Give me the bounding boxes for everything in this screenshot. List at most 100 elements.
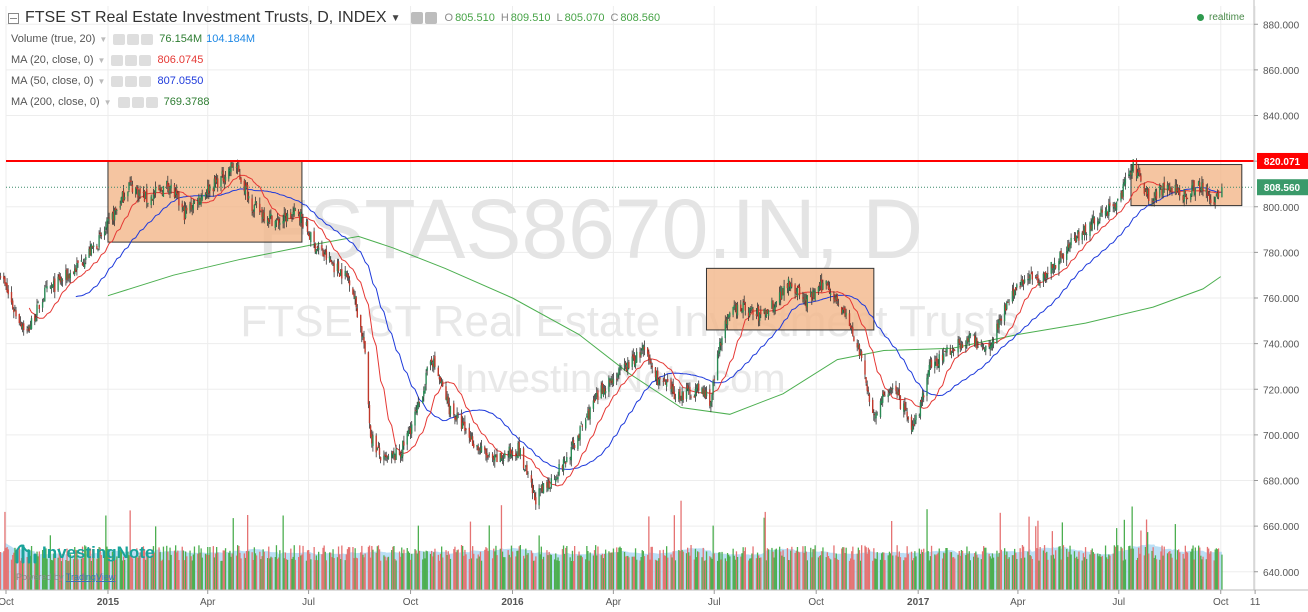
volume-bar bbox=[26, 557, 28, 590]
volume-bar bbox=[65, 560, 67, 590]
candle-body bbox=[972, 334, 975, 336]
volume-bar bbox=[14, 547, 16, 590]
volume-bar bbox=[244, 557, 247, 590]
volume-bar bbox=[473, 553, 475, 590]
volume-bar bbox=[845, 547, 847, 590]
settings-icon[interactable] bbox=[410, 12, 423, 24]
watermark: FSTAS8670.IN, D FTSE ST Real Estate Inve… bbox=[240, 182, 1019, 401]
volume-bar bbox=[37, 556, 39, 590]
volume-bar bbox=[199, 552, 201, 590]
volume-bar bbox=[488, 525, 490, 590]
volume-bar bbox=[146, 553, 148, 590]
volume-bar bbox=[1193, 559, 1195, 590]
candle-body bbox=[502, 460, 505, 461]
indicator-ma20[interactable]: MA (20, close, 0) ▼ 806.0745 bbox=[11, 53, 203, 67]
chevron-down-icon[interactable]: ▼ bbox=[97, 55, 106, 65]
chevron-down-icon[interactable]: ▼ bbox=[97, 76, 106, 86]
volume-bar bbox=[36, 551, 38, 590]
candle-body bbox=[712, 381, 714, 395]
volume-bar bbox=[1006, 551, 1008, 590]
volume-bar bbox=[873, 548, 875, 590]
collapse-toggle[interactable] bbox=[8, 12, 19, 24]
candle-body bbox=[46, 286, 48, 289]
volume-bar bbox=[611, 552, 613, 590]
candle-body bbox=[499, 453, 501, 462]
x-tick-label: Jul bbox=[1112, 597, 1125, 608]
title-dropdown-icon[interactable]: ▼ bbox=[390, 12, 401, 24]
volume-bar bbox=[468, 559, 470, 590]
volume-bar bbox=[534, 560, 536, 590]
volume-bar bbox=[1030, 556, 1032, 590]
volume-bar bbox=[1084, 547, 1087, 590]
indicator-buttons[interactable] bbox=[111, 54, 152, 66]
candle-body bbox=[322, 250, 324, 256]
indicator-buttons[interactable] bbox=[111, 75, 152, 87]
volume-bar bbox=[130, 552, 132, 590]
volume-bar bbox=[1160, 551, 1162, 590]
volume-bar bbox=[709, 556, 711, 590]
indicator-ma50[interactable]: MA (50, close, 0) ▼ 807.0550 bbox=[11, 74, 203, 88]
candle-body bbox=[976, 338, 978, 349]
candle-body bbox=[19, 322, 22, 323]
volume-bar bbox=[913, 558, 915, 590]
candle-body bbox=[220, 176, 222, 187]
volume-bar bbox=[718, 552, 720, 590]
candle-body bbox=[283, 213, 285, 223]
volume-bar bbox=[293, 545, 295, 590]
volume-bar bbox=[755, 558, 758, 590]
tradingview-link[interactable]: TradingView bbox=[65, 572, 116, 582]
candle-body bbox=[682, 392, 684, 400]
candle-body bbox=[197, 201, 199, 205]
volume-bar bbox=[592, 555, 595, 590]
volume-bar bbox=[589, 552, 591, 590]
chevron-down-icon[interactable]: ▼ bbox=[103, 97, 112, 107]
candle-body bbox=[1161, 188, 1163, 195]
indicator-volume[interactable]: Volume (true, 20) ▼ 76.154M 104.184M bbox=[11, 32, 255, 46]
volume-bar bbox=[656, 560, 658, 590]
candle-body bbox=[849, 324, 852, 328]
volume-bar bbox=[558, 560, 560, 590]
volume-bar bbox=[115, 559, 117, 590]
chevron-down-icon[interactable]: ▼ bbox=[99, 34, 108, 44]
volume-bar bbox=[255, 555, 258, 590]
volume-bar bbox=[1000, 549, 1002, 590]
volume-bar bbox=[748, 560, 750, 590]
candle-body bbox=[561, 465, 564, 470]
gear-icon[interactable] bbox=[424, 12, 437, 24]
candle-body bbox=[461, 422, 464, 429]
candle-body bbox=[209, 186, 211, 191]
candle-body bbox=[354, 296, 356, 300]
candle-body bbox=[54, 278, 56, 292]
volume-bar bbox=[662, 549, 664, 590]
candle-body bbox=[725, 319, 728, 324]
volume-bar bbox=[322, 547, 324, 590]
volume-bar bbox=[447, 551, 449, 590]
volume-bar bbox=[285, 559, 288, 590]
candle-body bbox=[604, 391, 607, 394]
candle-body bbox=[1209, 195, 1211, 200]
candle-body bbox=[20, 323, 23, 328]
volume-bar bbox=[465, 554, 467, 590]
candle-body bbox=[190, 203, 192, 210]
candle-body bbox=[105, 227, 107, 230]
volume-bar bbox=[889, 553, 892, 590]
candle-body bbox=[642, 345, 644, 351]
investingnote-logo[interactable]: InvestingNote Powered by TradingView bbox=[14, 540, 180, 588]
candle-body bbox=[238, 165, 240, 172]
indicator-buttons[interactable] bbox=[117, 96, 158, 108]
volume-bar bbox=[1132, 548, 1134, 590]
candle-body bbox=[585, 419, 587, 429]
candle-body bbox=[984, 349, 986, 352]
candle-body bbox=[1073, 238, 1076, 240]
volume-bar bbox=[659, 550, 661, 590]
volume-bar bbox=[43, 557, 45, 590]
indicator-ma200[interactable]: MA (200, close, 0) ▼ 769.3788 bbox=[11, 95, 209, 109]
candle-body bbox=[1182, 195, 1184, 201]
indicator-buttons[interactable] bbox=[113, 33, 154, 45]
candle-body bbox=[755, 314, 758, 316]
candle-body bbox=[433, 358, 435, 368]
candle-body bbox=[158, 185, 160, 191]
volume-bar bbox=[595, 545, 597, 590]
candle-body bbox=[402, 440, 404, 457]
